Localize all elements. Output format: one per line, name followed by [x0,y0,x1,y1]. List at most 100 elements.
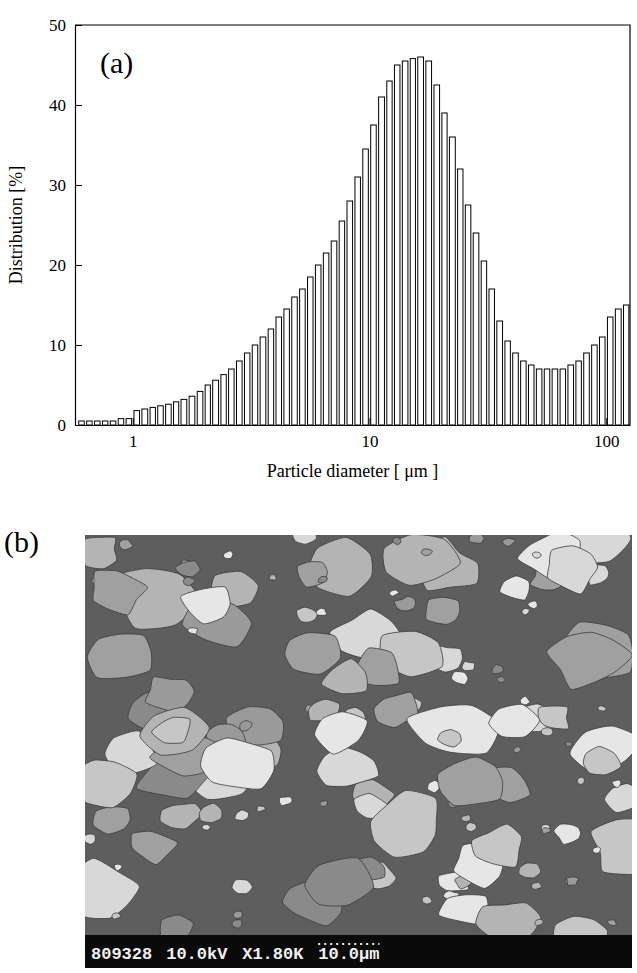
particle [223,551,232,559]
particle [407,705,500,754]
bar [434,85,440,425]
bar [94,421,100,425]
y-tick: 0 [58,416,83,435]
bar [347,201,353,425]
particle [292,535,316,544]
micrograph [85,535,632,968]
particle [519,863,541,878]
bar [607,317,613,425]
bar [118,419,123,425]
particle [542,828,550,834]
bar [150,407,155,425]
particle [269,575,276,580]
particle [383,535,460,585]
caption-text: 10.0kV [166,945,228,964]
y-tick: 10 [49,336,82,355]
y-axis-line [75,26,76,426]
y-axis: 01020304050 [49,16,82,435]
y-tick-mark [75,105,82,106]
bar [624,305,629,425]
particle [199,803,222,822]
bar [528,365,534,425]
bar [489,289,494,425]
y-tick: 50 [49,16,82,35]
x-tick-label: 100 [594,432,620,451]
particle [593,847,601,853]
x-tick-label: 10 [362,432,379,451]
bar [268,329,273,425]
bar [418,57,424,425]
bar [371,125,377,425]
particle [318,576,327,582]
particle [535,919,543,925]
y-tick-mark [75,25,82,26]
caption-text: 10.0μm [318,945,379,964]
particle [317,747,379,787]
bar [544,369,550,425]
bar [331,241,337,425]
particle [87,634,151,679]
bar [221,375,226,425]
particle [394,596,415,610]
bars [79,57,629,425]
particle [85,834,95,844]
bar [315,265,321,425]
y-tick-mark [75,345,82,346]
particle [591,819,632,875]
bar [292,297,298,425]
bar [442,113,447,425]
y-tick-mark [75,265,82,266]
bar [426,61,432,425]
x-tick: 100 [594,418,620,451]
particle [257,806,265,812]
bar [402,61,408,425]
particle [547,546,597,594]
particle [145,677,194,713]
chart-title: (a) [100,46,133,80]
bar [323,253,328,425]
y-tick-label: 0 [58,416,67,435]
particle [297,562,327,588]
particle [604,784,632,813]
particle [152,717,191,743]
y-tick-mark [75,425,82,426]
bar [276,317,282,425]
y-tick: 20 [49,256,82,275]
bar [363,149,369,425]
micrograph-background [85,535,632,968]
bar [552,369,558,425]
plot-frame [75,25,630,425]
particle [389,590,398,596]
particle [85,760,137,808]
bar [244,353,249,425]
y-tick-label: 10 [49,336,66,355]
particle [598,706,606,711]
particle [393,537,401,544]
particle [566,742,573,747]
particle [547,632,632,689]
bar [615,309,621,425]
particle [160,804,202,830]
particle [538,706,569,729]
bar [473,233,479,425]
particle [188,628,198,634]
y-tick: 40 [49,96,82,115]
y-axis-title: Distribution [%] [6,166,26,285]
x-tick-mark [370,418,371,425]
x-tick: 10 [362,418,379,451]
particle [492,665,504,674]
bar [576,361,581,425]
particle [583,746,621,774]
particle [532,882,542,889]
particle [570,726,632,774]
particle [451,672,468,685]
bar [189,396,195,425]
y-tick-label: 50 [49,16,66,35]
bar [513,353,519,425]
particle [305,858,374,907]
bar [260,337,266,425]
y-tick-mark [75,185,82,186]
figure: 11010001020304050Particle diameter [ μm … [0,0,637,973]
bar [158,406,163,425]
bar [465,205,471,425]
